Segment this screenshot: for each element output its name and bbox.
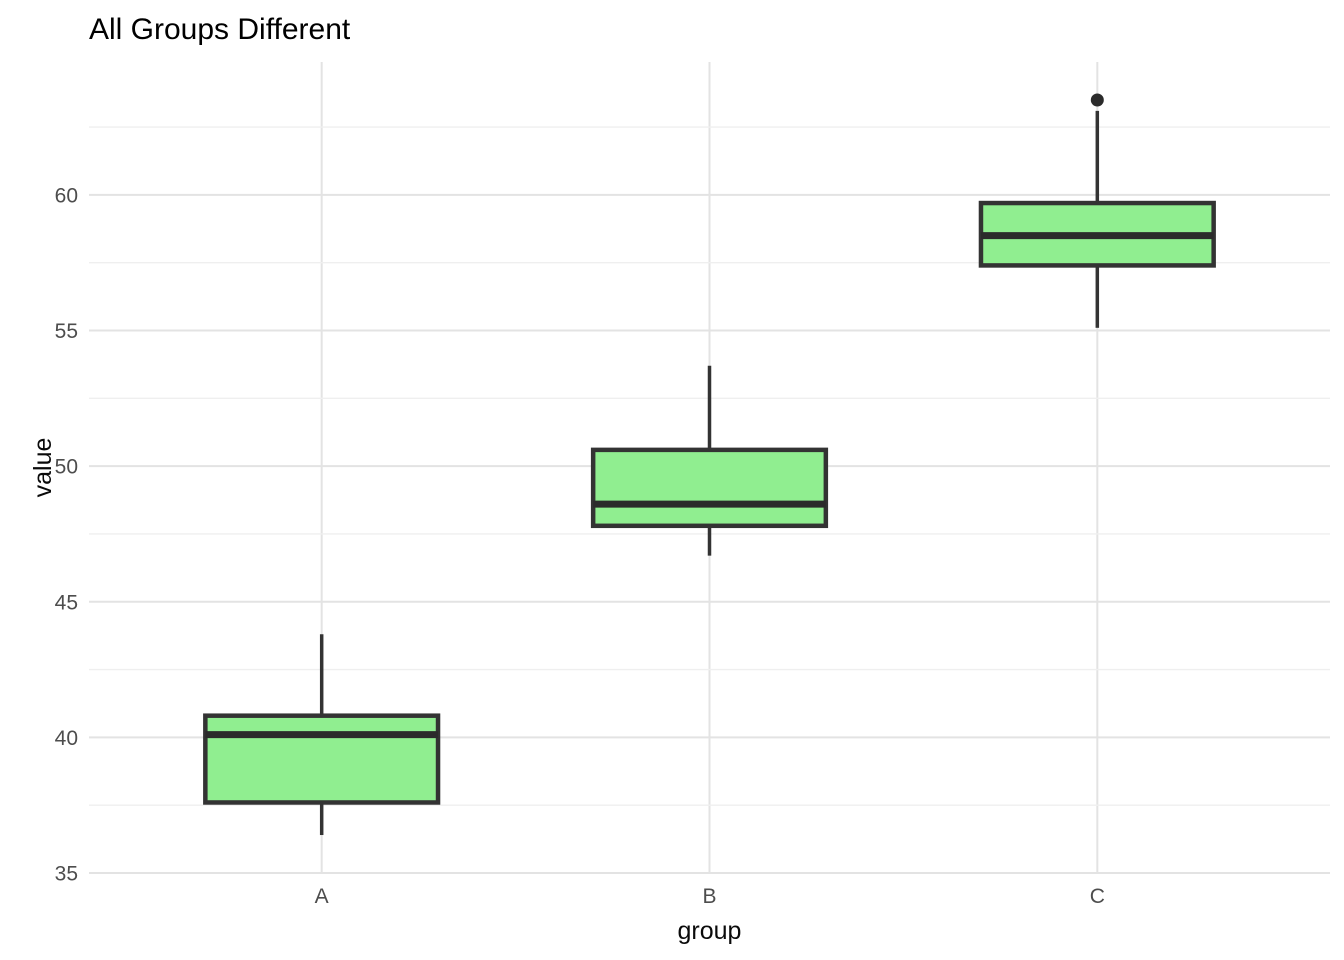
boxplot-B [590, 365, 829, 556]
x-tick-label: A [315, 885, 329, 908]
box-iqr [203, 713, 441, 805]
axis-tick-labels: 35 40 45 50 55 60 A B C [55, 184, 1105, 908]
outlier-point [1090, 93, 1104, 107]
x-tick-label: B [702, 885, 716, 908]
x-tick-label: C [1090, 885, 1105, 908]
y-tick-label: 55 [55, 320, 78, 343]
y-tick-label: 60 [55, 184, 78, 207]
x-axis-title: group [678, 917, 742, 945]
y-axis-title: value [29, 438, 57, 498]
boxplot-A [203, 634, 441, 836]
y-tick-label: 40 [55, 727, 78, 750]
boxplot-C [978, 93, 1216, 328]
y-tick-label: 50 [55, 456, 78, 479]
y-tick-label: 35 [55, 863, 78, 886]
y-tick-label: 45 [55, 591, 78, 614]
boxplot-layer [203, 93, 1216, 836]
plot-title: All Groups Different [89, 13, 351, 46]
box-iqr [590, 447, 829, 529]
